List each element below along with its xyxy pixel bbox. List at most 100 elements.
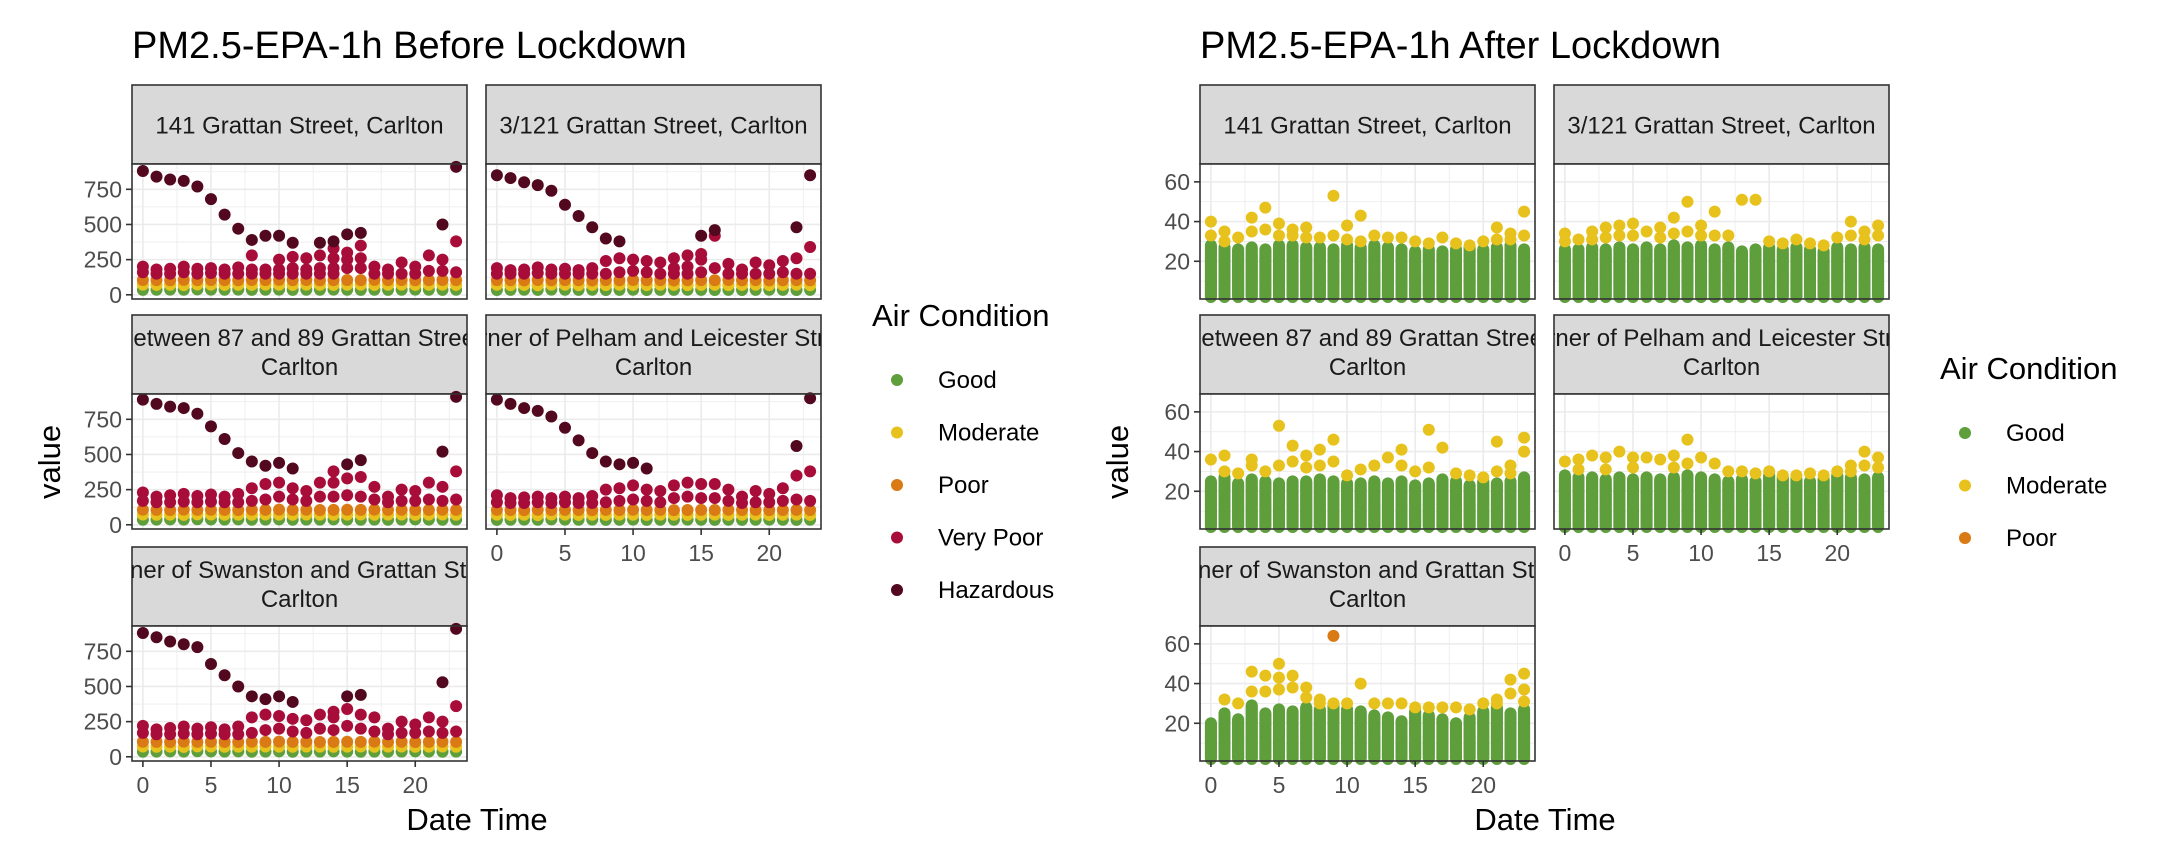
data-point-very-poor <box>382 728 395 741</box>
data-point-hazardous <box>804 392 817 405</box>
data-point-moderate <box>1626 229 1639 242</box>
data-point-very-poor <box>763 487 776 500</box>
data-point-hazardous <box>327 235 340 248</box>
data-point-hazardous <box>354 226 367 239</box>
data-point-very-poor <box>286 493 299 506</box>
data-point-very-poor <box>654 256 667 269</box>
data-point-very-poor <box>150 496 163 509</box>
data-point-hazardous <box>558 421 571 434</box>
data-point-poor <box>354 735 367 748</box>
y-tick-label: 750 <box>84 638 122 664</box>
data-point-good <box>1436 473 1449 486</box>
data-point-very-poor <box>654 267 667 280</box>
data-point-very-poor <box>450 465 463 478</box>
data-point-very-poor <box>490 496 503 509</box>
data-point-poor <box>422 735 435 748</box>
facet-strip <box>131 84 468 165</box>
y-tick-label: 60 <box>1164 169 1190 195</box>
y-tick-label: 40 <box>1164 439 1190 465</box>
data-point-moderate <box>1831 231 1844 244</box>
data-point-moderate <box>1245 211 1258 224</box>
data-point-hazardous <box>245 455 258 468</box>
facet-strip-label: 141 Grattan Street, Carlton <box>155 113 443 140</box>
data-point-good <box>1558 469 1571 482</box>
facet-panel: Corner of Swanston and Grattan StreetCar… <box>84 546 508 798</box>
data-point-very-poor <box>300 267 313 280</box>
data-point-very-poor <box>245 711 258 724</box>
data-point-very-poor <box>599 483 612 496</box>
data-point-moderate <box>1272 217 1285 230</box>
data-point-very-poor <box>667 492 680 505</box>
facet-strip-label: Corner of Pelham and Leicester StreetCar… <box>486 325 821 381</box>
data-point-poor <box>245 735 258 748</box>
data-point-moderate <box>1218 235 1231 248</box>
data-point-moderate <box>1341 219 1354 232</box>
data-point-good <box>1613 471 1626 484</box>
data-point-moderate <box>1790 233 1803 246</box>
facet-strip-text: Corner of Swanston and Grattan Street <box>91 557 508 584</box>
data-point-very-poor <box>286 267 299 280</box>
legend-label-good: Good <box>938 367 997 394</box>
data-point-moderate <box>1232 231 1245 244</box>
data-point-poor <box>708 274 721 287</box>
data-point-very-poor <box>450 235 463 248</box>
data-point-very-poor <box>790 267 803 280</box>
data-point-very-poor <box>695 478 708 490</box>
data-point-hazardous <box>150 170 163 183</box>
data-point-poor <box>409 504 422 517</box>
data-point-moderate <box>1558 235 1571 248</box>
data-point-very-poor <box>599 267 612 280</box>
data-point-poor <box>286 735 299 748</box>
data-point-very-poor <box>341 702 354 715</box>
data-point-very-poor <box>354 708 367 721</box>
data-point-good <box>1313 241 1326 254</box>
data-point-moderate <box>1354 235 1367 248</box>
data-point-good <box>1640 471 1653 484</box>
data-point-very-poor <box>327 465 340 478</box>
data-point-moderate <box>1776 237 1789 250</box>
data-point-moderate <box>1218 449 1231 462</box>
data-point-very-poor <box>422 264 435 277</box>
data-point-moderate <box>1681 195 1694 208</box>
data-point-very-poor <box>395 483 408 496</box>
data-point-moderate <box>1259 465 1272 478</box>
y-axis-label: value <box>32 425 67 499</box>
data-point-very-poor <box>804 494 817 507</box>
facet-strip-text: Between 87 and 89 Grattan Street <box>1185 325 1550 352</box>
data-point-moderate <box>1572 233 1585 246</box>
data-point-hazardous <box>286 695 299 708</box>
data-point-good <box>1518 243 1531 256</box>
data-point-very-poor <box>518 267 531 280</box>
data-point-hazardous <box>245 690 258 703</box>
data-point-very-poor <box>627 264 640 277</box>
data-point-very-poor <box>368 267 381 280</box>
data-point-very-poor <box>722 257 735 270</box>
data-point-very-poor <box>204 727 217 740</box>
data-point-very-poor <box>640 255 653 268</box>
data-point-very-poor <box>136 494 149 507</box>
data-point-hazardous <box>558 198 571 211</box>
data-point-hazardous <box>136 627 149 640</box>
data-point-very-poor <box>313 708 326 721</box>
data-point-moderate <box>1436 441 1449 454</box>
x-tick-label: 0 <box>490 540 503 566</box>
data-point-very-poor <box>572 496 585 509</box>
data-point-good <box>1518 471 1531 484</box>
data-point-hazardous <box>341 690 354 703</box>
data-point-very-poor <box>273 722 286 735</box>
data-point-very-poor <box>599 255 612 268</box>
data-point-moderate <box>1368 229 1381 242</box>
data-point-very-poor <box>164 496 177 509</box>
data-point-very-poor <box>450 725 463 738</box>
data-point-poor <box>804 504 817 517</box>
chart-title: PM2.5-EPA-1h Before Lockdown <box>132 25 687 67</box>
data-points <box>136 390 463 526</box>
data-point-very-poor <box>436 715 449 728</box>
panel-border <box>485 163 822 300</box>
data-point-hazardous <box>191 641 204 654</box>
data-point-good <box>1749 243 1762 256</box>
data-point-very-poor <box>558 267 571 280</box>
y-tick-label: 20 <box>1164 248 1190 274</box>
data-point-very-poor <box>613 252 626 265</box>
